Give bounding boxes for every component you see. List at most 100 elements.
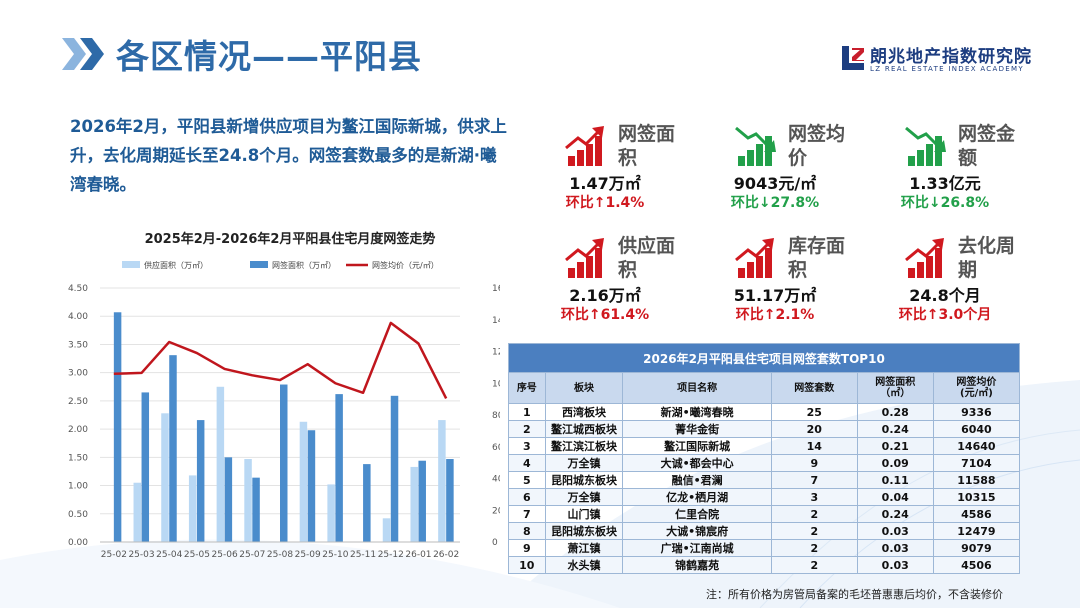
y-left-tick-label: 0.50 (68, 510, 88, 520)
table-cell: 昆阳城东板块 (544, 471, 624, 489)
table-cell: 菁华金街 (622, 420, 772, 438)
table-cell: 9 (770, 454, 858, 472)
price-line (113, 321, 448, 400)
kpi-value: 2.16万㎡ (569, 286, 641, 305)
x-tick-label: 25-04 (156, 550, 182, 560)
table-cell: 8 (508, 522, 546, 540)
kpi-value: 9043元/㎡ (733, 174, 817, 193)
table-row: 8 昆阳城东板块 大诚•锦宸府 2 0.03 12479 (508, 522, 1021, 540)
bar-signed (196, 420, 205, 542)
kpi-change: 环比↓26.8% (900, 195, 990, 211)
bar-supply (299, 421, 308, 542)
table-cell: 0.24 (856, 505, 934, 523)
table-cell: 山门镇 (544, 505, 624, 523)
table-row: 6 万全镇 亿龙•栖月湖 3 0.04 10315 (508, 488, 1021, 506)
table-cell: 25 (770, 403, 858, 421)
summary-text: 2026年2月，平阳县新增供应项目为鳌江国际新城，供求上升，去化周期延长至24.… (70, 117, 507, 194)
table-caption: 2026年2月平阳县住宅项目网签套数TOP10 (508, 343, 1020, 373)
bar-signed (363, 464, 371, 542)
kpi-value: 1.33亿元 (909, 174, 981, 193)
table-cell: 锦鹤嘉苑 (622, 556, 772, 574)
y-left-tick-label: 2.50 (68, 397, 88, 407)
table-row: 5 昆阳城东板块 融信•君澜 7 0.11 11588 (508, 471, 1021, 489)
chart-down-icon (905, 126, 946, 166)
kpi-absorption-period: 去化周期 24.8个月 环比↑3.0个月 (870, 230, 1020, 342)
table-cell: 0.11 (856, 471, 934, 489)
kpi-signed-area: 网签面积 1.47万㎡ 环比↑1.4% (530, 118, 680, 230)
bar-supply (244, 459, 252, 542)
table-cell: 新湖•曦湾春晓 (622, 403, 772, 421)
table-header-cell: 网签面积 （㎡） (856, 372, 934, 404)
legend-label: 网签均价（元/㎡） (372, 260, 439, 270)
table-row: 1 西湾板块 新湖•曦湾春晓 25 0.28 9336 (508, 403, 1021, 421)
table-cell: 0.28 (856, 403, 934, 421)
table-cell: 6040 (932, 420, 1021, 438)
header: 各区情况——平阳县 朗兆地产指数研究院 LZ REAL ESTATE INDEX… (0, 0, 1080, 100)
bar-signed (252, 477, 260, 542)
table-cell: 0.03 (856, 539, 934, 557)
chart-up-icon (565, 238, 604, 278)
x-tick-label: 26-01 (405, 550, 431, 560)
table-header-cell: 网签套数 (770, 372, 858, 404)
x-tick-label: 25-10 (322, 550, 348, 560)
table-row: 9 萧江镇 广瑞•江南尚城 2 0.03 9079 (508, 539, 1021, 557)
table-cell: 亿龙•栖月湖 (622, 488, 772, 506)
x-tick-label: 25-08 (267, 550, 293, 560)
table-cell: 0.03 (856, 556, 934, 574)
chart-up-icon (565, 126, 604, 166)
table-cell: 4 (508, 454, 546, 472)
kpi-value: 1.47万㎡ (569, 174, 641, 193)
table-cell: 融信•君澜 (622, 471, 772, 489)
table-cell: 水头镇 (544, 556, 624, 574)
y-right-tick-label: 6000 (492, 443, 500, 453)
table-cell: 西湾板块 (544, 403, 624, 421)
chart-up-icon (735, 238, 774, 278)
legend-label: 网签面积（万㎡） (272, 260, 336, 270)
bar-supply (327, 484, 335, 542)
table-cell: 20 (770, 420, 858, 438)
table-header-cell: 网签均价 (元/㎡) (932, 372, 1021, 404)
table-cell: 万全镇 (544, 488, 624, 506)
x-tick-label: 26-02 (433, 550, 459, 560)
kpi-supply-area: 供应面积 2.16万㎡ 环比↑61.4% (530, 230, 680, 342)
bar-supply (216, 386, 225, 542)
y-right-tick-label: 12000 (492, 348, 500, 358)
table-cell: 大诚•锦宸府 (622, 522, 772, 540)
table-cell: 7 (508, 505, 546, 523)
bar-supply (188, 475, 197, 542)
table-cell: 7 (770, 471, 858, 489)
y-left-tick-label: 2.00 (68, 425, 88, 435)
table-cell: 7104 (932, 454, 1021, 472)
bar-supply (382, 518, 391, 542)
table-header-cell: 序号 (508, 372, 546, 404)
y-right-tick-label: 8000 (492, 411, 500, 421)
top10-table: 2026年2月平阳县住宅项目网签套数TOP10 序号 板块 项目名称 网签套数 … (508, 343, 1021, 574)
kpi-change: 环比↑3.0个月 (898, 307, 992, 323)
table-row: 7 山门镇 仁里合院 2 0.24 4586 (508, 505, 1021, 523)
table-cell: 4586 (932, 505, 1021, 523)
y-right-tick-label: 16000 (492, 284, 500, 294)
page-title: 各区情况——平阳县 (116, 37, 422, 76)
kpi-inventory-area: 库存面积 51.17万㎡ 环比↑2.1% (700, 230, 850, 342)
y-left-tick-label: 4.00 (68, 312, 88, 322)
table-cell: 1 (508, 403, 546, 421)
kpi-label: 网签面积 (618, 123, 676, 169)
chart-up-icon (905, 238, 944, 278)
logo-name: 朗兆地产指数研究院 (870, 47, 1032, 67)
kpi-label: 库存面积 (788, 235, 846, 281)
table-cell: 2 (508, 420, 546, 438)
table-cell: 0.09 (856, 454, 934, 472)
table-header-cell: 板块 (544, 372, 624, 404)
y-right-tick-label: 4000 (492, 475, 500, 485)
table-cell: 5 (508, 471, 546, 489)
table-cell: 鳌江城西板块 (544, 420, 624, 438)
bar-supply (133, 482, 142, 542)
table-cell: 万全镇 (544, 454, 624, 472)
bar-supply (161, 413, 169, 542)
logo-mark-icon (842, 46, 864, 70)
table-cell: 9079 (932, 539, 1021, 557)
table-cell: 萧江镇 (544, 539, 624, 557)
bar-signed (224, 457, 233, 542)
table-cell: 4506 (932, 556, 1021, 574)
table-cell: 广瑞•江南尚城 (622, 539, 772, 557)
